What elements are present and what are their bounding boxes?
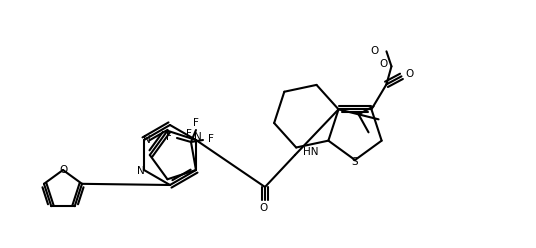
- Text: N: N: [137, 166, 145, 176]
- Text: O: O: [59, 165, 67, 175]
- Text: O: O: [259, 203, 267, 213]
- Text: O: O: [370, 46, 378, 56]
- Text: F: F: [166, 132, 172, 142]
- Text: O: O: [405, 69, 414, 79]
- Text: O: O: [379, 59, 388, 69]
- Text: F: F: [208, 134, 214, 144]
- Text: S: S: [352, 157, 358, 167]
- Text: HN: HN: [303, 147, 318, 157]
- Text: N: N: [143, 135, 151, 145]
- Text: F: F: [193, 118, 199, 128]
- Text: F: F: [186, 129, 192, 139]
- Text: N: N: [194, 132, 202, 142]
